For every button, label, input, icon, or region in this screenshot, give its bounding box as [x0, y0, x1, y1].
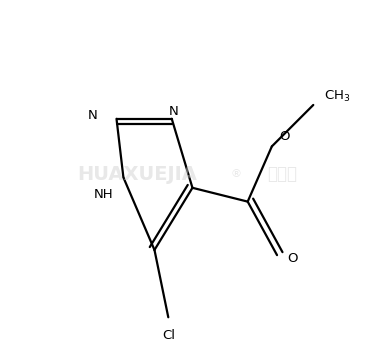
- Text: CH$_3$: CH$_3$: [324, 89, 350, 104]
- Text: N: N: [88, 109, 98, 122]
- Text: ®: ®: [230, 169, 241, 179]
- Text: N: N: [169, 105, 178, 118]
- Text: Cl: Cl: [162, 329, 175, 342]
- Text: O: O: [287, 252, 298, 265]
- Text: O: O: [279, 129, 289, 143]
- Text: HUAXUEJIA: HUAXUEJIA: [77, 165, 197, 183]
- Text: NH: NH: [94, 188, 114, 201]
- Text: 化学加: 化学加: [267, 165, 297, 183]
